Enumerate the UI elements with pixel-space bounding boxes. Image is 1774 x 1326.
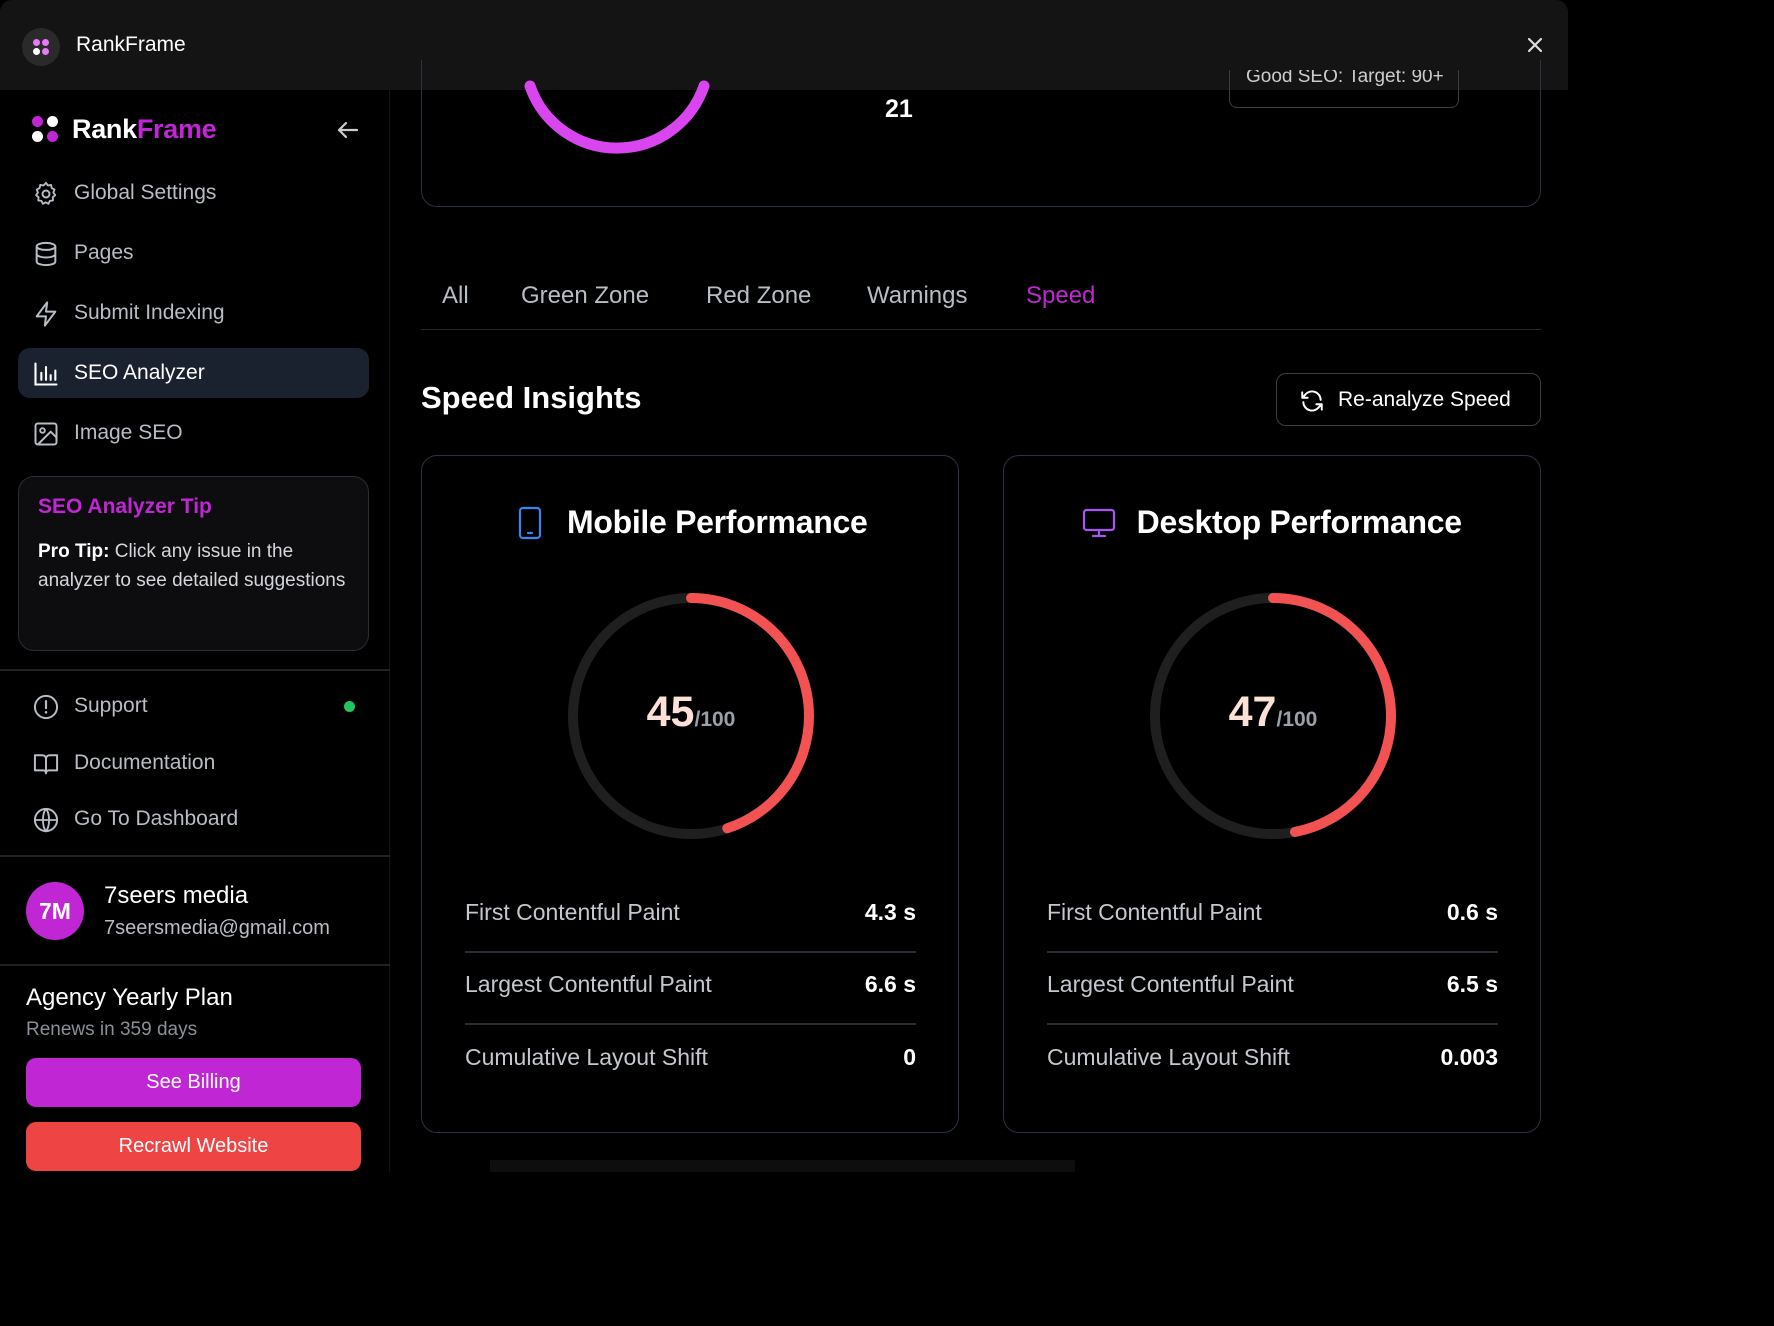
score-max: /100 [1276,708,1318,731]
seo-score-card [421,60,1541,207]
mobile-score-gauge: 45/100 [563,588,819,844]
support-online-status-dot [344,701,355,712]
avatar[interactable]: 7M [26,882,84,940]
lightning-icon [35,301,57,327]
sidebar-item-label: Support [74,694,148,717]
gauge-progress-arc [1150,593,1396,839]
sidebar-item-seo-analyzer[interactable]: SEO Analyzer [18,348,369,398]
metric-name: First Contentful Paint [1047,899,1262,925]
gear-icon [35,181,57,205]
sidebar-divider [0,964,390,966]
sidebar-item-label: Submit Indexing [74,301,225,324]
tab-green-zone[interactable]: Green Zone [521,282,650,309]
sidebar-item-go-to-dashboard[interactable]: Go To Dashboard [18,794,369,844]
metric-value: 0 [903,1044,916,1070]
image-icon [34,422,58,446]
seo-analyzer-tip-card: SEO Analyzer Tip Pro Tip: Click any issu… [18,476,369,651]
monitor-icon [1083,508,1116,537]
analyzer-tabs: All Green Zone Red Zone Warnings Speed [421,270,1541,330]
smartphone-icon [518,506,541,539]
metric-name: Cumulative Layout Shift [1047,1044,1290,1070]
see-billing-button[interactable]: See Billing [26,1058,361,1107]
score-label: 47/100 [1145,688,1401,737]
card-header: Desktop Performance [1004,504,1540,544]
sidebar-item-image-seo[interactable]: Image SEO [18,408,369,458]
scrolled-content-edge [490,1160,1075,1172]
metric-name: Largest Contentful Paint [465,971,712,997]
desktop-score-gauge: 47/100 [1145,588,1401,844]
close-icon[interactable] [1522,32,1548,58]
card-header: Mobile Performance [422,504,958,544]
app-logo-icon [22,28,60,66]
globe-icon [33,807,59,833]
metric-row: Cumulative Layout Shift 0.003 [1047,1044,1498,1116]
tip-body: Pro Tip: Click any issue in the analyzer… [38,541,346,591]
sidebar-item-support[interactable]: Support [18,681,369,731]
database-icon [35,241,57,267]
seo-stat-number: 21 [885,95,913,123]
tab-speed[interactable]: Speed [1026,282,1096,309]
brand-dots-icon [32,116,60,144]
card-title: Desktop Performance [1136,504,1462,540]
card-title: Mobile Performance [566,504,868,540]
metric-value: 4.3 s [864,899,916,925]
sidebar-item-label: SEO Analyzer [74,361,205,384]
re-analyze-speed-label: Re-analyze Speed [1338,388,1511,411]
tip-title: SEO Analyzer Tip [38,495,212,518]
metric-row: First Contentful Paint 4.3 s [465,899,916,971]
brand-name: RankFrame [72,114,217,144]
metric-name: Largest Contentful Paint [1047,971,1294,997]
score-value: 47 [1228,688,1277,736]
score-max: /100 [694,708,736,731]
user-name: 7seers media [104,882,249,909]
metric-name: First Contentful Paint [465,899,680,925]
sidebar-item-global-settings[interactable]: Global Settings [18,168,369,218]
collapse-sidebar-arrow-icon[interactable] [334,116,362,144]
metric-row: Cumulative Layout Shift 0 [465,1044,916,1116]
book-icon [33,754,59,775]
sidebar-divider [0,669,390,671]
sidebar-item-label: Pages [74,241,134,264]
plan-name: Agency Yearly Plan [26,984,233,1011]
mobile-performance-card: Mobile Performance 45/100 First Contentf… [421,455,959,1133]
window-titlebar: RankFrame [0,0,1568,90]
metric-value: 6.5 s [1446,971,1498,997]
sidebar-item-label: Image SEO [74,421,183,444]
bar-chart-icon [34,362,58,386]
desktop-performance-card: Desktop Performance 47/100 First Content… [1003,455,1541,1133]
plan-renewal-text: Renews in 359 days [26,1019,198,1040]
sidebar-item-documentation[interactable]: Documentation [18,738,369,788]
score-value: 45 [646,688,695,736]
tab-all[interactable]: All [442,282,469,309]
seo-target-badge: Good SEO: Target: 90+ [1229,70,1459,108]
metric-row: First Contentful Paint 0.6 s [1047,899,1498,971]
metric-row: Largest Contentful Paint 6.5 s [1047,971,1498,1043]
tab-warnings[interactable]: Warnings [867,282,968,309]
window-title: RankFrame [76,33,186,56]
metric-value: 0.6 s [1446,899,1498,925]
user-email: 7seersmedia@gmail.com [104,917,330,939]
sidebar-item-label: Go To Dashboard [74,807,239,830]
tab-red-zone[interactable]: Red Zone [706,282,812,309]
section-title: Speed Insights [421,380,642,415]
metric-value: 0.003 [1440,1044,1498,1070]
sidebar-item-label: Global Settings [74,181,217,204]
sidebar-item-submit-indexing[interactable]: Submit Indexing [18,288,369,338]
refresh-icon [1301,390,1323,412]
sidebar-divider [0,855,390,857]
seo-score-gauge-arc [524,80,710,154]
metric-row: Largest Contentful Paint 6.6 s [465,971,916,1043]
sidebar-item-label: Documentation [74,751,216,774]
gauge-progress-arc [568,593,814,839]
sidebar-item-pages[interactable]: Pages [18,228,369,278]
re-analyze-speed-button[interactable]: Re-analyze Speed [1276,373,1541,426]
score-label: 45/100 [563,688,819,737]
alert-circle-icon [33,694,59,720]
recrawl-website-button[interactable]: Recrawl Website [26,1122,361,1171]
metric-name: Cumulative Layout Shift [465,1044,708,1070]
metric-value: 6.6 s [864,971,916,997]
